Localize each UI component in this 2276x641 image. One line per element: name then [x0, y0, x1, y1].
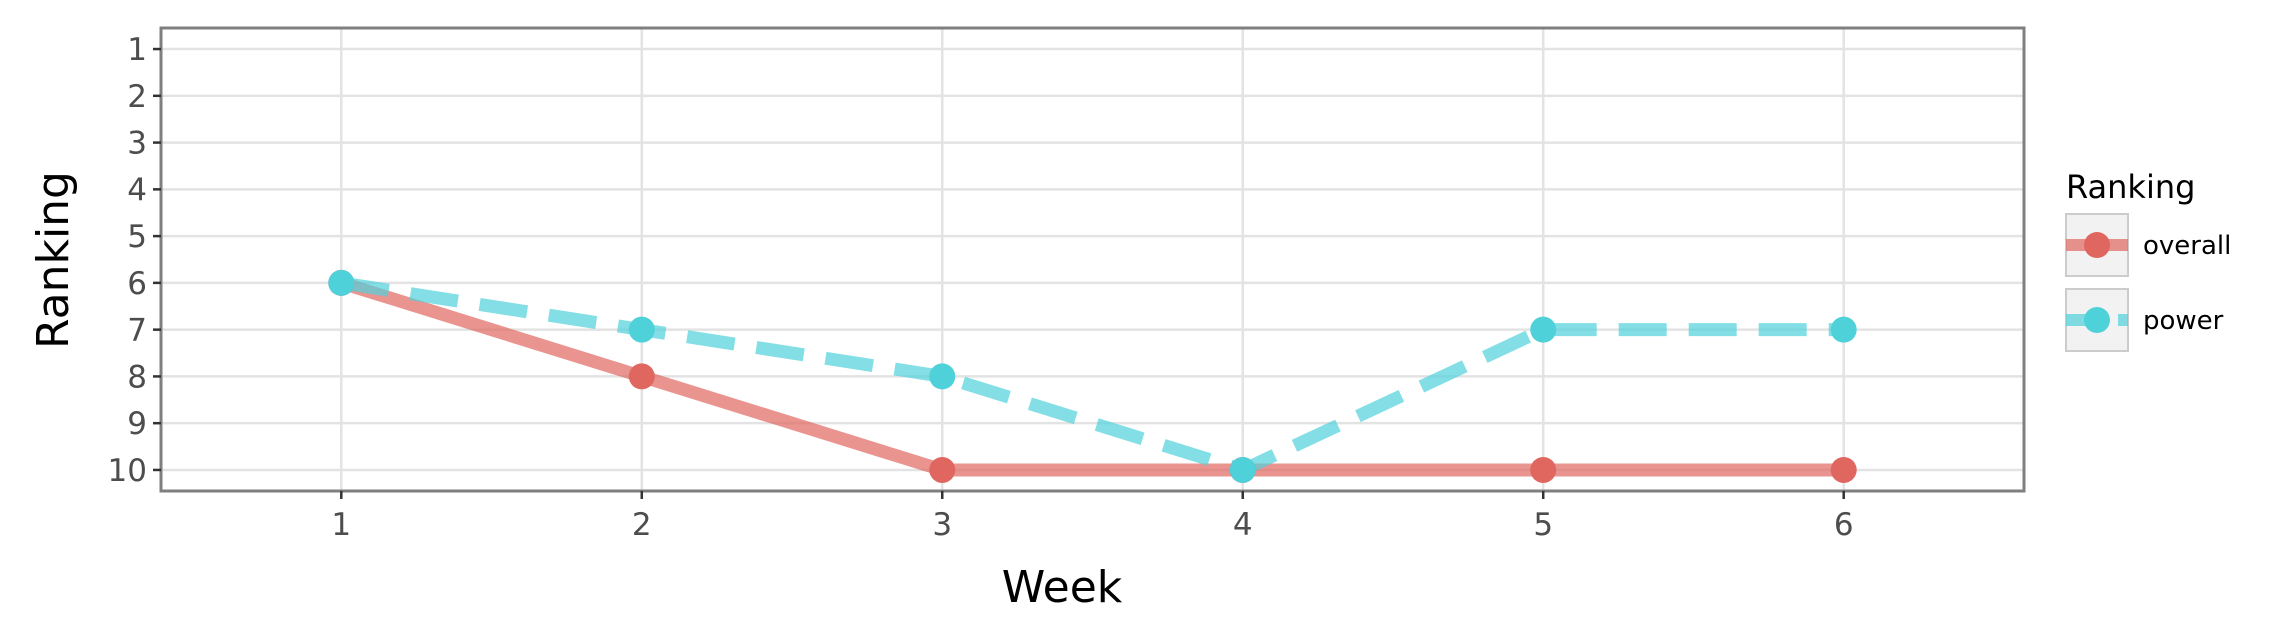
- x-tick-label: 3: [932, 507, 952, 543]
- legend-label: power: [2143, 306, 2224, 336]
- data-point-power: [1530, 316, 1557, 343]
- data-point-overall: [628, 363, 655, 390]
- legend-keys: overall power: [2065, 213, 2231, 352]
- x-axis-title: Week: [1002, 562, 1123, 613]
- y-tick-label: 5: [127, 219, 147, 255]
- plot-background: [161, 28, 2024, 491]
- y-tick-label: 3: [127, 126, 147, 162]
- plot-border: [159, 26, 2026, 493]
- y-tick-label: 4: [127, 172, 147, 208]
- series-line-power: [340, 276, 1844, 477]
- legend-label: overall: [2143, 231, 2231, 261]
- legend: Ranking overall power: [2065, 168, 2231, 352]
- x-tick-label: 2: [632, 507, 652, 543]
- legend-item-overall: overall: [2065, 213, 2231, 277]
- x-tick-label: 5: [1533, 507, 1553, 543]
- axes: 1 2 3 4 5 6 1 2 3 4 5 6 7 8 9 10: [108, 32, 1854, 543]
- series-line-overall: [339, 276, 1844, 477]
- data-point-overall: [1830, 456, 1857, 483]
- x-tick-label: 4: [1233, 507, 1253, 543]
- y-tick-label: 8: [127, 359, 147, 395]
- x-tick-label: 1: [331, 507, 351, 543]
- y-tick-label: 9: [127, 406, 147, 442]
- legend-title: Ranking: [2066, 168, 2195, 206]
- legend-key-marker: [2084, 232, 2110, 258]
- x-tick-label: 6: [1834, 507, 1854, 543]
- legend-item-power: power: [2065, 288, 2224, 352]
- data-point-power: [1229, 456, 1256, 483]
- data-point-overall: [929, 456, 956, 483]
- y-axis-title: Ranking: [28, 171, 79, 349]
- data-point-power: [628, 316, 655, 343]
- series-layer: [328, 269, 1857, 483]
- y-tick-label: 2: [127, 79, 147, 115]
- data-point-power: [1830, 316, 1857, 343]
- data-point-power: [929, 363, 956, 390]
- y-tick-label: 6: [127, 266, 147, 302]
- y-tick-label: 1: [127, 32, 147, 68]
- y-tick-label: 7: [127, 313, 147, 349]
- y-tick-label: 10: [108, 453, 147, 489]
- data-point-overall: [1530, 456, 1557, 483]
- legend-key-marker: [2084, 307, 2110, 333]
- data-point-power: [328, 269, 355, 296]
